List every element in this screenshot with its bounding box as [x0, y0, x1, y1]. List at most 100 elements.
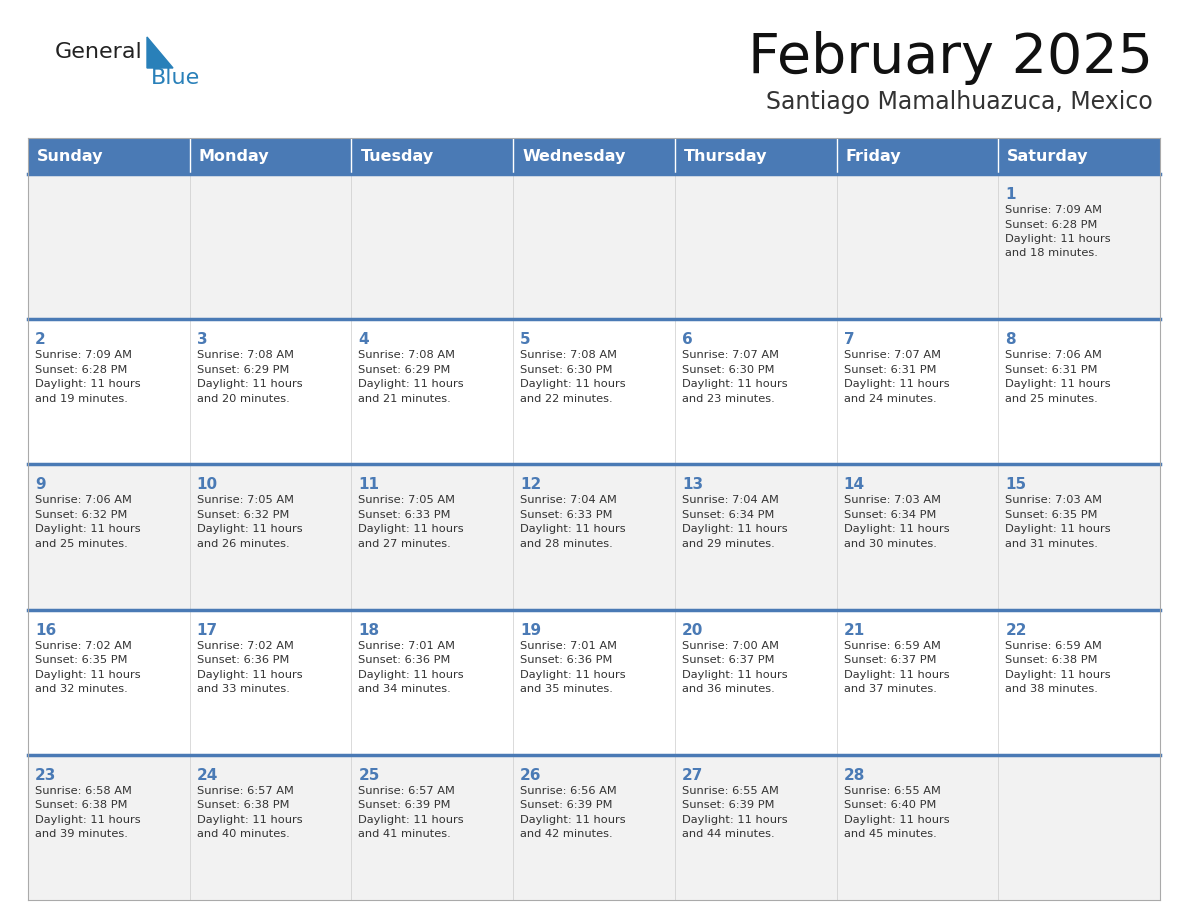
Text: Sunset: 6:30 PM: Sunset: 6:30 PM: [520, 364, 613, 375]
Text: Sunset: 6:37 PM: Sunset: 6:37 PM: [682, 655, 775, 666]
Text: and 30 minutes.: and 30 minutes.: [843, 539, 936, 549]
Text: Daylight: 11 hours: Daylight: 11 hours: [34, 524, 140, 534]
Text: and 32 minutes.: and 32 minutes.: [34, 684, 128, 694]
Text: and 20 minutes.: and 20 minutes.: [197, 394, 290, 404]
Bar: [998, 319, 1159, 465]
Text: Sunrise: 6:58 AM: Sunrise: 6:58 AM: [34, 786, 132, 796]
Text: Sunrise: 7:02 AM: Sunrise: 7:02 AM: [197, 641, 293, 651]
Text: Sunset: 6:38 PM: Sunset: 6:38 PM: [1005, 655, 1098, 666]
Text: and 25 minutes.: and 25 minutes.: [34, 539, 128, 549]
Text: Daylight: 11 hours: Daylight: 11 hours: [197, 815, 302, 824]
Text: Sunset: 6:34 PM: Sunset: 6:34 PM: [843, 509, 936, 520]
Text: Sunrise: 7:07 AM: Sunrise: 7:07 AM: [843, 350, 941, 360]
Text: and 28 minutes.: and 28 minutes.: [520, 539, 613, 549]
Bar: [513, 465, 675, 610]
Text: and 40 minutes.: and 40 minutes.: [197, 829, 290, 839]
Text: and 23 minutes.: and 23 minutes.: [682, 394, 775, 404]
Bar: [352, 174, 513, 319]
Text: Daylight: 11 hours: Daylight: 11 hours: [359, 669, 465, 679]
Text: 23: 23: [34, 767, 56, 783]
Bar: [675, 465, 836, 610]
Bar: [352, 610, 513, 755]
Text: and 35 minutes.: and 35 minutes.: [520, 684, 613, 694]
Text: Sunset: 6:38 PM: Sunset: 6:38 PM: [197, 800, 289, 811]
Bar: [29, 755, 190, 900]
Text: 22: 22: [1005, 622, 1026, 638]
Text: and 33 minutes.: and 33 minutes.: [197, 684, 290, 694]
Text: 4: 4: [359, 332, 369, 347]
Text: Daylight: 11 hours: Daylight: 11 hours: [520, 379, 626, 389]
Text: Daylight: 11 hours: Daylight: 11 hours: [1005, 524, 1111, 534]
Text: Friday: Friday: [846, 149, 902, 163]
Text: 3: 3: [197, 332, 208, 347]
Text: General: General: [55, 42, 143, 62]
Text: Daylight: 11 hours: Daylight: 11 hours: [359, 815, 465, 824]
Bar: [836, 755, 998, 900]
Text: Wednesday: Wednesday: [523, 149, 626, 163]
Bar: [998, 174, 1159, 319]
Text: and 24 minutes.: and 24 minutes.: [843, 394, 936, 404]
Text: Sunrise: 6:57 AM: Sunrise: 6:57 AM: [197, 786, 293, 796]
Text: Santiago Mamalhuazuca, Mexico: Santiago Mamalhuazuca, Mexico: [766, 90, 1154, 114]
Bar: [190, 610, 352, 755]
Text: Daylight: 11 hours: Daylight: 11 hours: [520, 669, 626, 679]
Text: Sunset: 6:29 PM: Sunset: 6:29 PM: [359, 364, 450, 375]
Bar: [190, 755, 352, 900]
Text: Sunrise: 7:08 AM: Sunrise: 7:08 AM: [359, 350, 455, 360]
Text: and 38 minutes.: and 38 minutes.: [1005, 684, 1098, 694]
Text: Daylight: 11 hours: Daylight: 11 hours: [682, 379, 788, 389]
Text: and 19 minutes.: and 19 minutes.: [34, 394, 128, 404]
Text: Daylight: 11 hours: Daylight: 11 hours: [520, 524, 626, 534]
Text: and 36 minutes.: and 36 minutes.: [682, 684, 775, 694]
Text: 17: 17: [197, 622, 217, 638]
Text: Sunrise: 7:02 AM: Sunrise: 7:02 AM: [34, 641, 132, 651]
Text: Sunset: 6:36 PM: Sunset: 6:36 PM: [359, 655, 450, 666]
Text: Daylight: 11 hours: Daylight: 11 hours: [520, 815, 626, 824]
Text: Sunrise: 6:56 AM: Sunrise: 6:56 AM: [520, 786, 617, 796]
Text: Daylight: 11 hours: Daylight: 11 hours: [34, 815, 140, 824]
Text: Sunrise: 7:08 AM: Sunrise: 7:08 AM: [197, 350, 293, 360]
Bar: [998, 755, 1159, 900]
Text: Sunset: 6:39 PM: Sunset: 6:39 PM: [359, 800, 451, 811]
Text: Sunset: 6:28 PM: Sunset: 6:28 PM: [34, 364, 127, 375]
Text: Daylight: 11 hours: Daylight: 11 hours: [197, 524, 302, 534]
Text: Sunrise: 7:09 AM: Sunrise: 7:09 AM: [1005, 205, 1102, 215]
Text: Sunset: 6:35 PM: Sunset: 6:35 PM: [1005, 509, 1098, 520]
Text: Sunset: 6:35 PM: Sunset: 6:35 PM: [34, 655, 127, 666]
Text: 12: 12: [520, 477, 542, 492]
Bar: [352, 755, 513, 900]
Text: Daylight: 11 hours: Daylight: 11 hours: [197, 379, 302, 389]
Text: and 25 minutes.: and 25 minutes.: [1005, 394, 1098, 404]
Text: Sunrise: 7:06 AM: Sunrise: 7:06 AM: [34, 496, 132, 506]
Text: Sunrise: 6:57 AM: Sunrise: 6:57 AM: [359, 786, 455, 796]
Text: 25: 25: [359, 767, 380, 783]
Text: 11: 11: [359, 477, 379, 492]
Text: 10: 10: [197, 477, 217, 492]
Bar: [29, 610, 190, 755]
Text: Sunrise: 6:59 AM: Sunrise: 6:59 AM: [843, 641, 941, 651]
Text: Daylight: 11 hours: Daylight: 11 hours: [843, 669, 949, 679]
Text: 27: 27: [682, 767, 703, 783]
Bar: [675, 319, 836, 465]
Bar: [998, 610, 1159, 755]
Text: Sunrise: 7:01 AM: Sunrise: 7:01 AM: [359, 641, 455, 651]
Text: 28: 28: [843, 767, 865, 783]
Text: Sunset: 6:36 PM: Sunset: 6:36 PM: [197, 655, 289, 666]
Text: Sunrise: 7:04 AM: Sunrise: 7:04 AM: [520, 496, 617, 506]
Text: 2: 2: [34, 332, 46, 347]
Text: 20: 20: [682, 622, 703, 638]
Text: Sunset: 6:28 PM: Sunset: 6:28 PM: [1005, 219, 1098, 230]
Bar: [352, 138, 513, 174]
Text: Sunrise: 7:04 AM: Sunrise: 7:04 AM: [682, 496, 778, 506]
Text: Sunrise: 7:00 AM: Sunrise: 7:00 AM: [682, 641, 779, 651]
Text: Daylight: 11 hours: Daylight: 11 hours: [359, 524, 465, 534]
Text: Saturday: Saturday: [1007, 149, 1088, 163]
Bar: [513, 319, 675, 465]
Text: and 39 minutes.: and 39 minutes.: [34, 829, 128, 839]
Text: Sunset: 6:34 PM: Sunset: 6:34 PM: [682, 509, 775, 520]
Text: Sunset: 6:40 PM: Sunset: 6:40 PM: [843, 800, 936, 811]
Text: Sunset: 6:36 PM: Sunset: 6:36 PM: [520, 655, 613, 666]
Text: Sunset: 6:37 PM: Sunset: 6:37 PM: [843, 655, 936, 666]
Bar: [836, 610, 998, 755]
Text: February 2025: February 2025: [748, 31, 1154, 85]
